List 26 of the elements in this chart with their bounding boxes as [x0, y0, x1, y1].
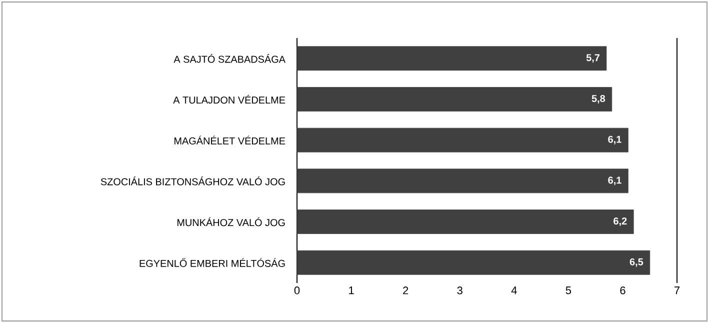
y-tick-label: A SAJTÓ SZABADSÁGA — [174, 54, 286, 63]
bar — [296, 128, 628, 152]
x-tick-label: 2 — [403, 286, 408, 294]
x-tick-label: 1 — [349, 286, 354, 294]
data-label: 6,1 — [608, 136, 622, 144]
x-tick-label: 6 — [620, 286, 626, 294]
y-tick-label: MAGÁNÉLET VÉDELME — [174, 136, 286, 144]
data-label: 6,5 — [630, 258, 644, 267]
data-label: 5,7 — [586, 54, 600, 63]
y-tick-label: MUNKÁHOZ VALÓ JOG — [177, 217, 285, 226]
y-tick-label: SZOCIÁLIS BIZTONSÁGHOZ VALÓ JOG — [100, 176, 285, 186]
data-label: 5,8 — [592, 95, 606, 104]
x-tick-label: 0 — [294, 286, 300, 294]
x-tick-label: 4 — [511, 286, 517, 294]
y-tick-label: EGYENLŐ EMBERI MÉLTÓSÁG — [140, 258, 285, 267]
x-tick-label: 3 — [457, 286, 462, 294]
bar — [296, 46, 607, 71]
x-tick-label: 7 — [674, 286, 680, 294]
bar — [296, 210, 634, 234]
bar — [296, 168, 628, 194]
y-tick-label: A TULAJDON VÉDELME — [173, 94, 286, 104]
x-tick-label: 5 — [566, 286, 572, 294]
bar — [296, 250, 650, 275]
data-label: 6,2 — [614, 218, 627, 226]
data-label: 6,1 — [608, 176, 622, 186]
bar — [296, 87, 612, 112]
